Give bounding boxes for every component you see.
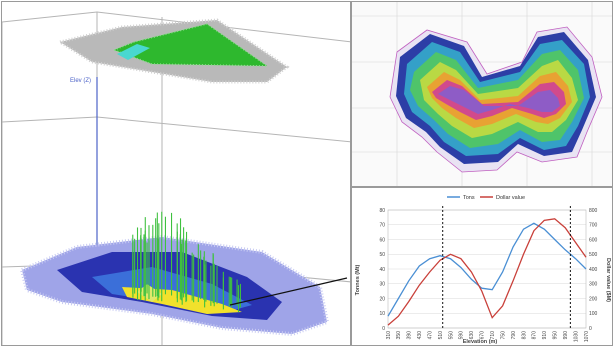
x-tick-label: 470 xyxy=(427,331,433,340)
heatmap-svg xyxy=(352,2,612,186)
x-tick-label: 350 xyxy=(396,331,402,340)
grade-heatmap-plan[interactable] xyxy=(351,1,613,187)
y2-tick-label: 700 xyxy=(589,223,598,229)
x-tick-label: 510 xyxy=(438,331,444,340)
x-tick-label: 950 xyxy=(553,331,559,340)
grade-columns xyxy=(132,211,241,313)
x-tick-label: 830 xyxy=(521,331,527,340)
x-tick-label: 670 xyxy=(480,331,486,340)
x-tick-label: 710 xyxy=(490,331,496,340)
y2-tick-label: 600 xyxy=(589,237,598,243)
x-axis-title: Elevation (m) xyxy=(463,339,498,345)
bottom-footprint xyxy=(19,234,330,337)
y-tick-label: 20 xyxy=(379,296,385,302)
y2-tick-label: 200 xyxy=(589,296,598,302)
y-tick-label: 30 xyxy=(379,282,385,288)
link-arrow-line xyxy=(229,277,348,306)
chart-series xyxy=(387,218,587,326)
chart-legend: Tons Dollar value xyxy=(447,195,525,201)
x-tick-label: 790 xyxy=(511,331,517,340)
x-tick-label: 1030 xyxy=(573,331,579,342)
y2-tick-label: 400 xyxy=(589,267,598,273)
y-tick-label: 0 xyxy=(382,326,385,332)
x-tick-label: 990 xyxy=(563,331,569,340)
y-tick-label: 70 xyxy=(379,223,385,229)
x-tick-label: 590 xyxy=(459,331,465,340)
heatmap-layers xyxy=(396,32,596,164)
top-projection xyxy=(56,18,290,84)
y2-tick-label: 500 xyxy=(589,252,598,258)
series-line-tons xyxy=(387,222,587,317)
x-tick-label: 430 xyxy=(417,331,423,340)
y-axis-title: Tonnes (Mt) xyxy=(355,264,361,295)
x-tick-label: 550 xyxy=(448,331,454,340)
y2-tick-label: 800 xyxy=(589,208,598,214)
x-tick-label: 750 xyxy=(500,331,506,340)
legend-label-tons: Tons xyxy=(463,195,475,201)
elev-axis-label: Elev (Z) xyxy=(70,78,91,84)
x-tick-label: 390 xyxy=(407,331,413,340)
x-tick-label: 310 xyxy=(386,331,392,340)
y2-tick-label: 300 xyxy=(589,282,598,288)
y-tick-label: 40 xyxy=(379,267,385,273)
elevation-chart-panel[interactable]: Tons Dollar value 0 10 20 30 40 50 60 70 80 0 100 2… xyxy=(351,187,613,346)
legend-label-dollar: Dollar value xyxy=(496,195,525,201)
y-tick-label: 10 xyxy=(379,311,385,317)
y-tick-label: 60 xyxy=(379,237,385,243)
y2-tick-label: 100 xyxy=(589,311,598,317)
y-tick-label: 50 xyxy=(379,252,385,258)
series-line-dollar xyxy=(387,218,587,326)
x-tick-label: 1070 xyxy=(584,331,590,342)
x-tick-label: 630 xyxy=(469,331,475,340)
y2-tick-label: 0 xyxy=(589,326,592,332)
chart-markers xyxy=(442,206,571,328)
y-tick-label: 80 xyxy=(379,208,385,214)
elevation-chart: Tons Dollar value 0102030405060708001002… xyxy=(355,195,611,345)
chart-ticks: 0102030405060708001002003004005006007008… xyxy=(379,208,597,342)
3d-scene: Elev (Z) xyxy=(2,11,350,345)
x-tick-label: 910 xyxy=(542,331,548,340)
x-tick-label: 870 xyxy=(532,331,538,340)
3d-block-model-view[interactable]: Elev (Z) xyxy=(1,1,351,346)
y2-axis-title: Dollar value ($M) xyxy=(605,258,611,302)
